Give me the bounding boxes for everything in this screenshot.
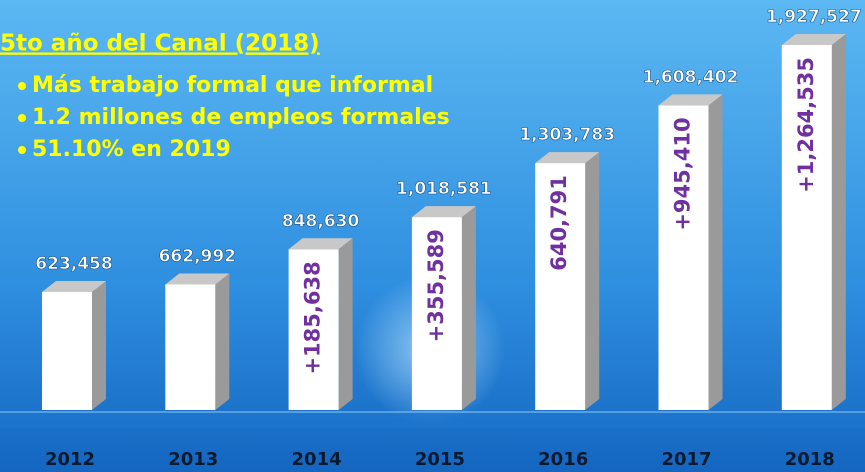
x-tick-label: 2015	[415, 449, 465, 470]
bar	[411, 217, 462, 410]
inner-label: +355,589	[424, 229, 448, 342]
chart-title: 5to año del Canal (2018)	[0, 31, 320, 57]
bar-top	[411, 206, 476, 218]
bullet-dot	[18, 114, 26, 122]
bar-side	[461, 206, 476, 410]
bar-top	[165, 273, 230, 285]
value-label: 1,927,527	[766, 7, 862, 27]
bar	[288, 249, 339, 410]
floor	[0, 412, 865, 428]
bar-side	[92, 280, 106, 410]
bar	[165, 284, 216, 410]
inner-label: +185,638	[301, 261, 325, 374]
bullet-dot	[18, 146, 26, 154]
x-tick-label: 2018	[785, 449, 835, 470]
inner-label: +1,264,535	[794, 57, 818, 193]
bar	[535, 163, 586, 410]
value-label: 1,018,581	[396, 179, 492, 199]
bar-top	[781, 34, 846, 45]
value-label: 848,630	[282, 211, 360, 231]
bar-top	[288, 238, 353, 250]
bar-side	[338, 238, 353, 410]
bar	[42, 291, 92, 410]
inner-label: 640,791	[547, 175, 571, 271]
x-tick-label: 2013	[168, 449, 218, 470]
bar-top	[658, 94, 723, 106]
bar-side	[708, 94, 723, 410]
bar-side	[585, 152, 600, 411]
bar	[658, 105, 709, 410]
inner-label: +945,410	[671, 117, 695, 230]
bullet-text: Más trabajo formal que informal	[32, 73, 433, 98]
value-label: 662,992	[159, 246, 236, 266]
value-label: 1,303,783	[519, 125, 615, 145]
bar-top	[535, 152, 600, 164]
x-tick-label: 2014	[292, 449, 342, 470]
x-tick-label: 2017	[661, 449, 711, 470]
value-label: 1,608,402	[643, 67, 739, 87]
bar-top	[42, 280, 106, 292]
bullet-text: 1.2 millones de empleos formales	[32, 105, 450, 130]
bullet-dot	[18, 82, 26, 90]
bar	[781, 45, 832, 410]
x-tick-label: 2012	[45, 449, 95, 470]
bar-side	[831, 34, 846, 410]
bar-side	[215, 273, 230, 410]
bullet-text: 51.10% en 2019	[32, 137, 231, 162]
value-label: 623,458	[35, 254, 112, 274]
x-tick-label: 2016	[538, 449, 588, 470]
